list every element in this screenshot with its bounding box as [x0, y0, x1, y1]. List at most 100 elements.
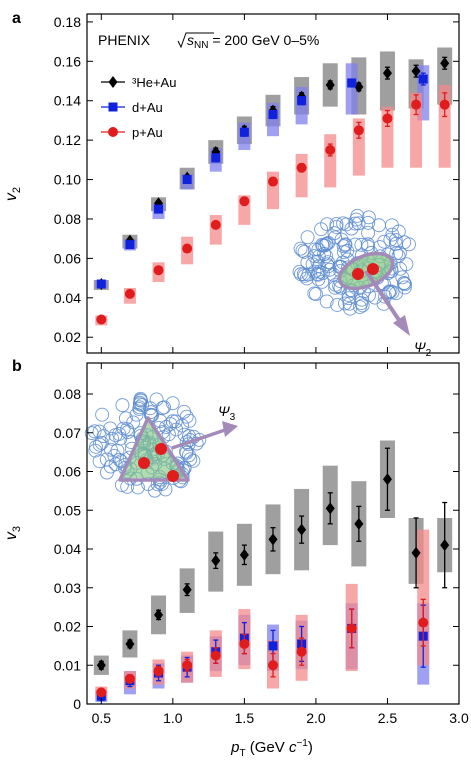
nucleon-circle: [330, 298, 345, 312]
legend-label-d: d+Au: [132, 100, 163, 115]
panel-b-collision-inset: Ψ3: [84, 391, 238, 498]
nucleon-circle: [118, 411, 133, 426]
y-tick-label: 0.04: [54, 290, 81, 306]
nucleon-circle: [361, 215, 376, 230]
data-point-p: [239, 638, 250, 649]
legend: ³He+Au d+Au p+Au: [101, 75, 176, 140]
nucleon-circle: [143, 401, 158, 416]
x-tick-label: 2.5: [378, 710, 398, 726]
nucleon-circle: [329, 217, 344, 232]
data-point-he: [354, 517, 364, 530]
nucleon-circle: [311, 249, 326, 264]
nucleon-circle: [321, 236, 336, 250]
nucleon-circle: [360, 237, 375, 252]
nucleon-circle: [116, 421, 131, 436]
psi3-label: Ψ3: [218, 403, 236, 423]
panel-b: b Ψ3 0 0.01 0.02 0.03 0.04 0.05 0.06 0.07 0.08 0…: [3, 358, 469, 759]
nucleon-circle: [297, 244, 312, 259]
nucleon-circle: [395, 270, 410, 285]
panel-a-y-axis: 0.02 0.04 0.06 0.08 0.10 0.12 0.14 0.16 0.18: [54, 14, 459, 345]
panel-b-y-label: v3: [3, 526, 23, 540]
y-tick-label: 0.02: [54, 619, 81, 635]
panel-a-label: a: [12, 10, 21, 27]
nucleon-circle: [161, 427, 176, 442]
nucleon-circle: [372, 218, 386, 233]
y-tick-label: 0.08: [54, 386, 81, 402]
data-point-d: [347, 78, 357, 88]
nucleon-circle: [354, 237, 369, 252]
nucleon-circle: [308, 287, 323, 301]
data-point-he: [382, 67, 392, 80]
data-point-he: [125, 637, 135, 650]
data-point-d: [154, 204, 164, 214]
y-tick-label: 0.01: [54, 657, 81, 673]
data-point-he: [239, 548, 249, 561]
x-tick-label: 3.0: [449, 710, 469, 726]
nucleon-circle: [84, 426, 99, 441]
data-point-p: [96, 687, 107, 698]
nucleon-circle: [159, 419, 174, 434]
data-point-d: [182, 175, 192, 185]
y-tick-label: 0.10: [54, 172, 81, 188]
panel-b-label: b: [12, 358, 22, 375]
data-point-p: [182, 243, 193, 254]
data-point-d: [268, 641, 278, 651]
nucleon-circle: [320, 217, 335, 232]
nucleon-circle: [177, 404, 192, 419]
y-tick-label: 0.02: [54, 329, 81, 345]
y-tick-label: 0.06: [54, 250, 81, 266]
y-tick-label: 0.06: [54, 464, 81, 480]
nucleon-circle: [115, 398, 130, 413]
data-point-he: [440, 57, 450, 70]
legend-label-p: p+Au: [132, 125, 163, 140]
data-point-p: [239, 196, 250, 207]
data-point-p: [124, 288, 135, 299]
nucleon-circle: [179, 445, 194, 460]
legend-marker-p: [108, 127, 118, 137]
legend-marker-he: [108, 76, 118, 88]
event-plane-arrow: [364, 269, 401, 322]
nucleon-circle: [87, 424, 102, 439]
data-point-p: [353, 125, 364, 136]
nucleon-circle: [182, 413, 197, 428]
systematic-box-he: [379, 51, 395, 111]
panel-b-x-axis: 0.5 1.0 1.5 2.0 2.5 3.0: [92, 363, 469, 726]
data-point-p: [268, 660, 278, 671]
nucleon-circle: [389, 246, 404, 261]
y-tick-label: 0.14: [54, 93, 81, 109]
nucleon-circle: [382, 284, 396, 299]
y-tick-label: 0.16: [54, 53, 81, 69]
data-point-he: [154, 608, 164, 621]
nucleon-circle: [165, 396, 180, 411]
nucleon-circle: [344, 221, 359, 236]
nucleon-circle: [351, 216, 366, 231]
data-point-he: [96, 659, 106, 672]
data-point-he: [325, 502, 335, 515]
nucleon-circle: [175, 418, 190, 433]
event-plane-arrowhead: [222, 421, 238, 437]
y-tick-label: 0.18: [54, 14, 81, 30]
nucleon-circle: [361, 225, 376, 240]
nucleon-circle: [92, 454, 107, 469]
nucleon-circle: [319, 237, 334, 252]
data-point-p: [182, 660, 193, 671]
data-point-p: [346, 623, 357, 634]
systematic-box-p: [324, 134, 337, 188]
psi2-label: Ψ2: [414, 339, 432, 359]
data-point-he: [297, 523, 307, 536]
panel-a-collision-inset: Ψ2: [292, 208, 432, 359]
nucleon-circle: [182, 448, 196, 463]
nucleon-circle: [336, 245, 351, 260]
nucleon-circle: [103, 459, 118, 474]
nucleon-circle: [112, 426, 127, 441]
y-tick-label: 0.04: [54, 541, 81, 557]
energy-label: sNN = 200 GeV 0–5%: [187, 32, 319, 51]
nucleon-circle: [343, 301, 358, 316]
nucleon-circle: [319, 294, 334, 309]
nucleon-circle: [307, 264, 322, 279]
nucleon-circle: [362, 288, 376, 303]
data-point-d: [239, 127, 249, 137]
legend-label-he: ³He+Au: [132, 75, 176, 90]
panel-a-data-points: [96, 56, 450, 325]
systematic-box-p: [417, 529, 430, 666]
